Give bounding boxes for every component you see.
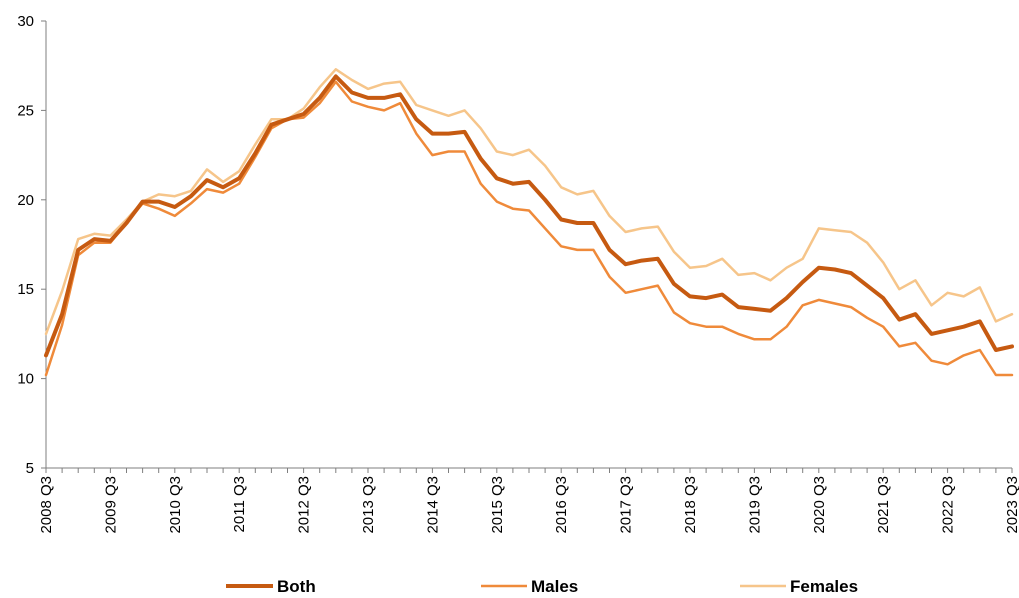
x-tick-label: 2009 Q3 bbox=[102, 476, 119, 534]
x-tick-label: 2010 Q3 bbox=[167, 476, 184, 534]
x-tick-label: 2013 Q3 bbox=[360, 476, 377, 534]
y-tick-label: 5 bbox=[26, 460, 34, 477]
y-tick-label: 20 bbox=[17, 192, 34, 209]
x-tick-label: 2022 Q3 bbox=[940, 476, 957, 534]
x-tick-label: 2016 Q3 bbox=[553, 476, 570, 534]
x-tick-label: 2011 Q3 bbox=[231, 476, 248, 532]
x-tick-label: 2015 Q3 bbox=[489, 476, 506, 534]
series-line-males bbox=[44, 80, 1014, 377]
series-line-females bbox=[44, 68, 1014, 336]
y-tick-label: 30 bbox=[17, 13, 34, 30]
x-tick-label: 2021 Q3 bbox=[875, 476, 892, 534]
series-layer bbox=[44, 68, 1014, 377]
x-tick-label: 2019 Q3 bbox=[746, 476, 763, 534]
legend-label-females: Females bbox=[790, 577, 858, 596]
legend: Both Males Females bbox=[226, 577, 858, 596]
legend-label-both: Both bbox=[277, 577, 316, 596]
legend-label-males: Males bbox=[531, 577, 578, 596]
x-tick-label: 2018 Q3 bbox=[682, 476, 699, 534]
x-tick-label: 2014 Q3 bbox=[424, 476, 441, 534]
y-tick-label: 10 bbox=[17, 371, 34, 388]
x-tick-label: 2008 Q3 bbox=[38, 476, 55, 534]
x-tick-label: 2020 Q3 bbox=[811, 476, 828, 534]
x-tick-label: 2012 Q3 bbox=[296, 476, 313, 534]
y-tick-label: 25 bbox=[17, 102, 34, 119]
series-line-both bbox=[44, 74, 1014, 358]
x-tick-label: 2023 Q3 bbox=[1004, 476, 1019, 534]
y-tick-label: 15 bbox=[17, 281, 34, 298]
axes: 5 10 15 20 25 30 2008 Q3 2009 Q3 2010 Q3 2011 Q3 2… bbox=[17, 13, 1019, 534]
x-tick-label: 2017 Q3 bbox=[618, 476, 635, 534]
